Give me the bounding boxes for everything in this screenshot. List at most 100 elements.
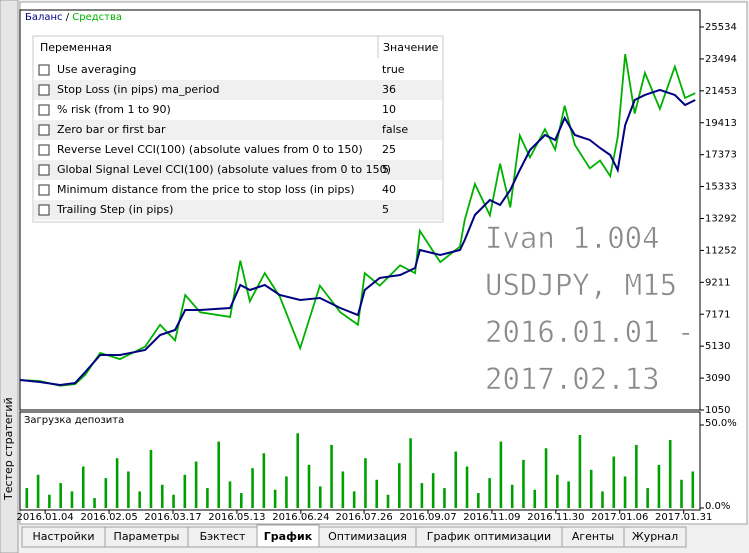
bar — [612, 456, 616, 508]
bar — [364, 458, 367, 508]
param-value: 40 — [382, 183, 396, 196]
param-value: false — [382, 123, 408, 136]
x-tick-label: 2017.01.31 — [655, 512, 712, 523]
bar — [465, 466, 469, 508]
y-tick-label: 23494 — [705, 54, 737, 65]
checkbox[interactable] — [38, 124, 50, 136]
table-row — [34, 80, 442, 100]
overlay-text: 2017.02.13 — [485, 362, 660, 396]
bar — [273, 489, 277, 508]
overlay-text: Ivan 1.004 — [485, 221, 660, 255]
y-tick-label: 0.0% — [705, 501, 730, 512]
bar — [149, 449, 153, 508]
bar — [431, 473, 435, 508]
y-tick-label: 19413 — [705, 118, 737, 129]
table-row — [34, 180, 442, 200]
bar — [386, 494, 390, 508]
table-row — [34, 140, 442, 160]
bar — [533, 489, 537, 508]
bar — [25, 488, 29, 508]
bar — [477, 493, 480, 508]
bar — [409, 438, 412, 508]
param-name: Reverse Level CCI(100) (absolute values … — [57, 143, 363, 156]
table-row — [34, 100, 442, 120]
bar — [115, 458, 119, 508]
checkbox[interactable] — [38, 104, 50, 116]
bar — [81, 466, 85, 508]
param-name: % risk (from 1 to 90) — [57, 103, 171, 116]
x-tick-label: 2016.01.04 — [17, 512, 74, 523]
bar — [680, 479, 683, 508]
bar — [228, 481, 232, 508]
param-value: true — [382, 63, 405, 76]
bar — [36, 474, 40, 508]
y-tick-label: 50.0% — [705, 418, 737, 429]
bar — [138, 491, 141, 508]
bar — [183, 474, 187, 508]
param-name: Stop Loss (in pips) ma_period — [57, 83, 219, 96]
x-tick-label: 2016.02.05 — [80, 512, 137, 523]
tab-bar: Настройки Параметры Бэктест График Оптимизац… — [20, 524, 747, 549]
bar — [172, 494, 175, 508]
tab-label: Оптимизация — [328, 530, 407, 543]
x-tick-label: 2016.11.30 — [527, 512, 584, 523]
bar — [454, 451, 458, 508]
checkbox[interactable] — [38, 84, 50, 96]
series-line — [19, 88, 696, 387]
column-header: Значение — [383, 41, 439, 54]
checkbox[interactable] — [38, 204, 50, 216]
y-tick-label: 13292 — [705, 214, 737, 225]
bar — [307, 464, 311, 508]
checkbox[interactable] — [38, 144, 50, 156]
table-row — [34, 60, 442, 80]
bar — [522, 459, 525, 508]
param-value: 10 — [382, 103, 396, 116]
bar — [93, 498, 96, 508]
load-plot-frame — [19, 411, 701, 511]
bar — [567, 481, 570, 508]
bar — [59, 483, 62, 508]
bar — [578, 434, 582, 508]
legend-separator: / — [63, 12, 73, 23]
param-name: Trailing Step (in pips) — [56, 203, 173, 216]
tab[interactable] — [623, 526, 687, 548]
x-tick-label: 2016.11.09 — [463, 512, 520, 523]
bar — [217, 441, 220, 508]
side-title: Тестер стратегий — [2, 397, 15, 501]
tab-label: График — [264, 530, 313, 543]
chart-title: Загрузка депозита — [24, 415, 124, 426]
table-row — [34, 200, 442, 220]
bar — [104, 478, 108, 508]
tab-label: Бэктест — [200, 530, 246, 543]
bar — [318, 486, 322, 508]
bar — [160, 484, 164, 508]
bar — [70, 491, 74, 508]
checkbox[interactable] — [38, 184, 50, 196]
bar — [239, 493, 243, 508]
bar — [443, 488, 446, 508]
y-tick-label: 17373 — [705, 150, 737, 161]
table-row — [34, 120, 442, 140]
bar — [127, 471, 130, 508]
y-tick-label: 5130 — [705, 341, 730, 352]
tab-label: График оптимизации — [427, 530, 551, 543]
checkbox[interactable] — [38, 64, 50, 76]
bar — [668, 439, 672, 508]
bar — [330, 444, 333, 508]
bar — [556, 474, 559, 508]
overlay-text: USDJPY, M15 — [485, 268, 677, 302]
x-tick-label: 2016.06.24 — [272, 512, 329, 523]
checkbox[interactable] — [38, 164, 50, 176]
bar — [341, 471, 345, 508]
side-panel — [0, 0, 19, 553]
param-value: 25 — [382, 143, 396, 156]
param-name: Global Signal Level CCI(100) (absolute v… — [57, 163, 391, 176]
bar — [296, 433, 300, 508]
y-tick-label: 7171 — [705, 309, 730, 320]
legend-entry: Средства — [72, 12, 122, 23]
bar — [194, 461, 198, 508]
y-tick-label: 11252 — [705, 245, 737, 256]
bar — [352, 491, 356, 508]
param-value: 36 — [382, 83, 396, 96]
y-tick-label: 25534 — [705, 22, 737, 33]
